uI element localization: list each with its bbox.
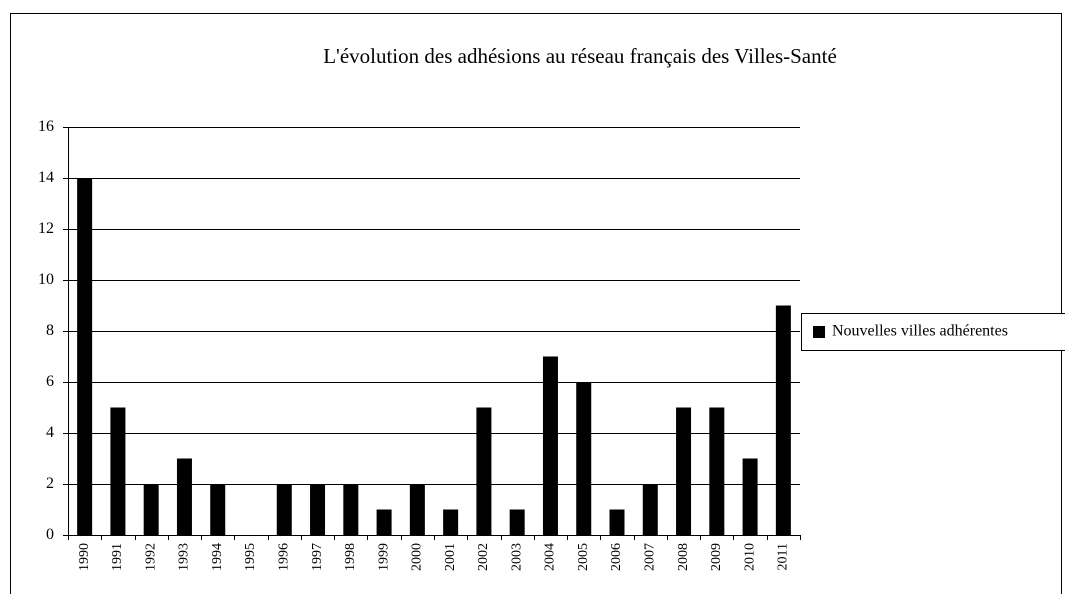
x-tick-label: 1991 (110, 543, 125, 571)
bar (144, 484, 159, 535)
legend-entry: Nouvelles villes adhérentes (813, 323, 1008, 340)
bar (743, 459, 758, 536)
bar (77, 178, 92, 535)
x-tick-label: 2011 (776, 543, 791, 570)
y-tick-label: 14 (38, 169, 54, 186)
x-tick-label: 1995 (243, 543, 258, 571)
chart-title: L'évolution des adhésions au réseau fran… (323, 44, 837, 68)
x-tick-label: 1999 (376, 543, 391, 571)
bar (709, 408, 724, 536)
x-tick-label: 2005 (576, 543, 591, 571)
bar (543, 357, 558, 536)
x-tick-label: 2008 (676, 543, 691, 571)
x-tick-label: 1994 (210, 543, 225, 571)
y-tick-label: 12 (38, 220, 54, 237)
bar (443, 510, 458, 536)
y-tick-label: 2 (46, 475, 54, 492)
x-tick-label: 1996 (276, 543, 291, 571)
bar (643, 484, 658, 535)
legend: Nouvelles villes adhérentes (802, 314, 1065, 351)
y-tick-label: 0 (46, 526, 54, 543)
bar (410, 484, 425, 535)
bar (277, 484, 292, 535)
bar (610, 510, 625, 536)
x-tick-label: 2006 (609, 543, 624, 571)
x-tick-label: 1993 (177, 543, 192, 571)
chart-frame (11, 14, 1062, 595)
y-tick-label: 6 (46, 373, 54, 390)
y-tick-label: 16 (38, 118, 54, 135)
bar (377, 510, 392, 536)
bar (210, 484, 225, 535)
x-tick-label: 2001 (443, 543, 458, 571)
y-tick-label: 8 (46, 322, 54, 339)
legend-label: Nouvelles villes adhérentes (832, 323, 1008, 340)
x-tick-label: 1990 (77, 543, 92, 571)
bar (676, 408, 691, 536)
x-tick-label: 2007 (642, 543, 657, 571)
bar (177, 459, 192, 536)
x-tick-label: 2002 (476, 543, 491, 571)
legend-swatch (813, 326, 825, 338)
y-tick-label: 4 (46, 424, 54, 441)
bar (510, 510, 525, 536)
bar (310, 484, 325, 535)
x-tick-label: 2003 (509, 543, 524, 571)
x-tick-label: 1998 (343, 543, 358, 571)
x-tick-label: 2009 (709, 543, 724, 571)
x-tick-label: 1997 (310, 543, 325, 571)
bar (343, 484, 358, 535)
x-tick-label: 1992 (143, 543, 158, 571)
x-tick-label: 2000 (410, 543, 425, 571)
bar (576, 382, 591, 535)
bar (776, 306, 791, 536)
x-tick-label: 2004 (543, 543, 558, 571)
y-tick-label: 10 (38, 271, 54, 288)
bar (476, 408, 491, 536)
bar (110, 408, 125, 536)
x-tick-label: 2010 (742, 543, 757, 571)
